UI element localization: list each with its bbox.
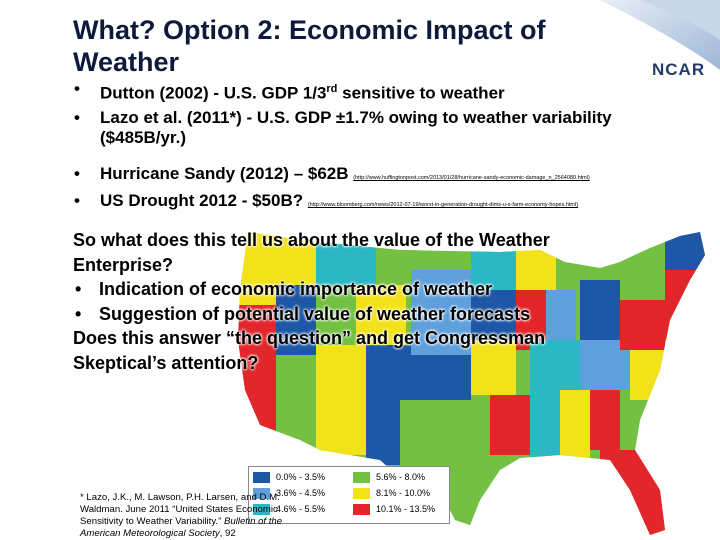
bullet-dot: • [74,191,80,210]
citation-text: , 92 [219,528,236,539]
bullet-dot: • [75,303,82,324]
legend-swatch [353,504,370,515]
map-legend: 0.0% - 3.5% 3.6% - 4.5% 4.6% - 5.5% 5.6% - … [248,466,450,524]
bullet-text: Dutton (2002) - U.S. GDP 1/3 [100,83,327,103]
sub-bullet-text: Indication of economic importance of wea… [99,279,493,299]
corner-swoosh [640,0,720,40]
legend-label: 4.6% - 5.5% [276,504,326,514]
bullet: • US Drought 2012 - $50B? (http://www.blo… [74,191,645,215]
legend-swatch [353,472,370,483]
question: So what does this tell us about the valu… [73,230,550,275]
bullet-text: Lazo et al. (2011*) - U.S. GDP ±1.7% owi… [100,108,612,147]
bullet-text: Hurricane Sandy (2012) – $62B [100,164,349,183]
bullet-text: US Drought 2012 - $50B? [100,191,304,210]
legend-swatch [353,488,370,499]
citation: * Lazo, J.K., M. Lawson, P.H. Larsen, an… [80,492,292,540]
legend-swatch [253,504,270,515]
sub-bullet: • Indication of economic importance of we… [73,277,633,302]
citation-journal: Bulletin of the American Meteorological … [80,516,283,539]
bullet-dot: • [74,108,80,127]
bullet: • Lazo et al. (2011*) - U.S. GDP ±1.7% ow… [74,108,620,148]
bullet-text: sensitive to weather [337,83,505,103]
link[interactable]: (http://www.huffingtonpost.com/2013/01/2… [353,175,590,181]
closing: Does this answer “the question” and get … [73,328,546,373]
legend-label: 10.1% - 13.5% [376,504,436,514]
sub-bullet: • Suggestion of potential value of weathe… [73,302,633,327]
legend-label: 0.0% - 3.5% [276,472,326,482]
legend-label: 8.1% - 10.0% [376,488,431,498]
citation-text: * Lazo, J.K., M. Lawson, P.H. Larsen, an… [80,492,280,527]
bullet: • Dutton (2002) - U.S. GDP 1/3rd sensitiv… [74,79,660,104]
logo: NCAR [652,60,706,79]
legend-swatch [253,488,270,499]
sub-bullet-text: Suggestion of potential value of weather… [99,303,531,324]
bullet: • Hurricane Sandy (2012) – $62B (http://w… [74,164,700,188]
question-block: So what does this tell us about the valu… [73,228,633,375]
legend-label: 5.6% - 8.0% [376,472,426,482]
legend-label: 3.6% - 4.5% [276,488,326,498]
bullet-dot: • [74,164,80,183]
slide-title: What? Option 2: Economic Impact of Weath… [73,15,546,77]
legend-swatch [253,472,270,483]
link[interactable]: (http://www.bloomberg.com/news/2012-07-1… [307,202,579,208]
superscript: rd [326,83,338,95]
bullet-dot: • [74,79,80,98]
bullet-dot: • [75,279,82,299]
